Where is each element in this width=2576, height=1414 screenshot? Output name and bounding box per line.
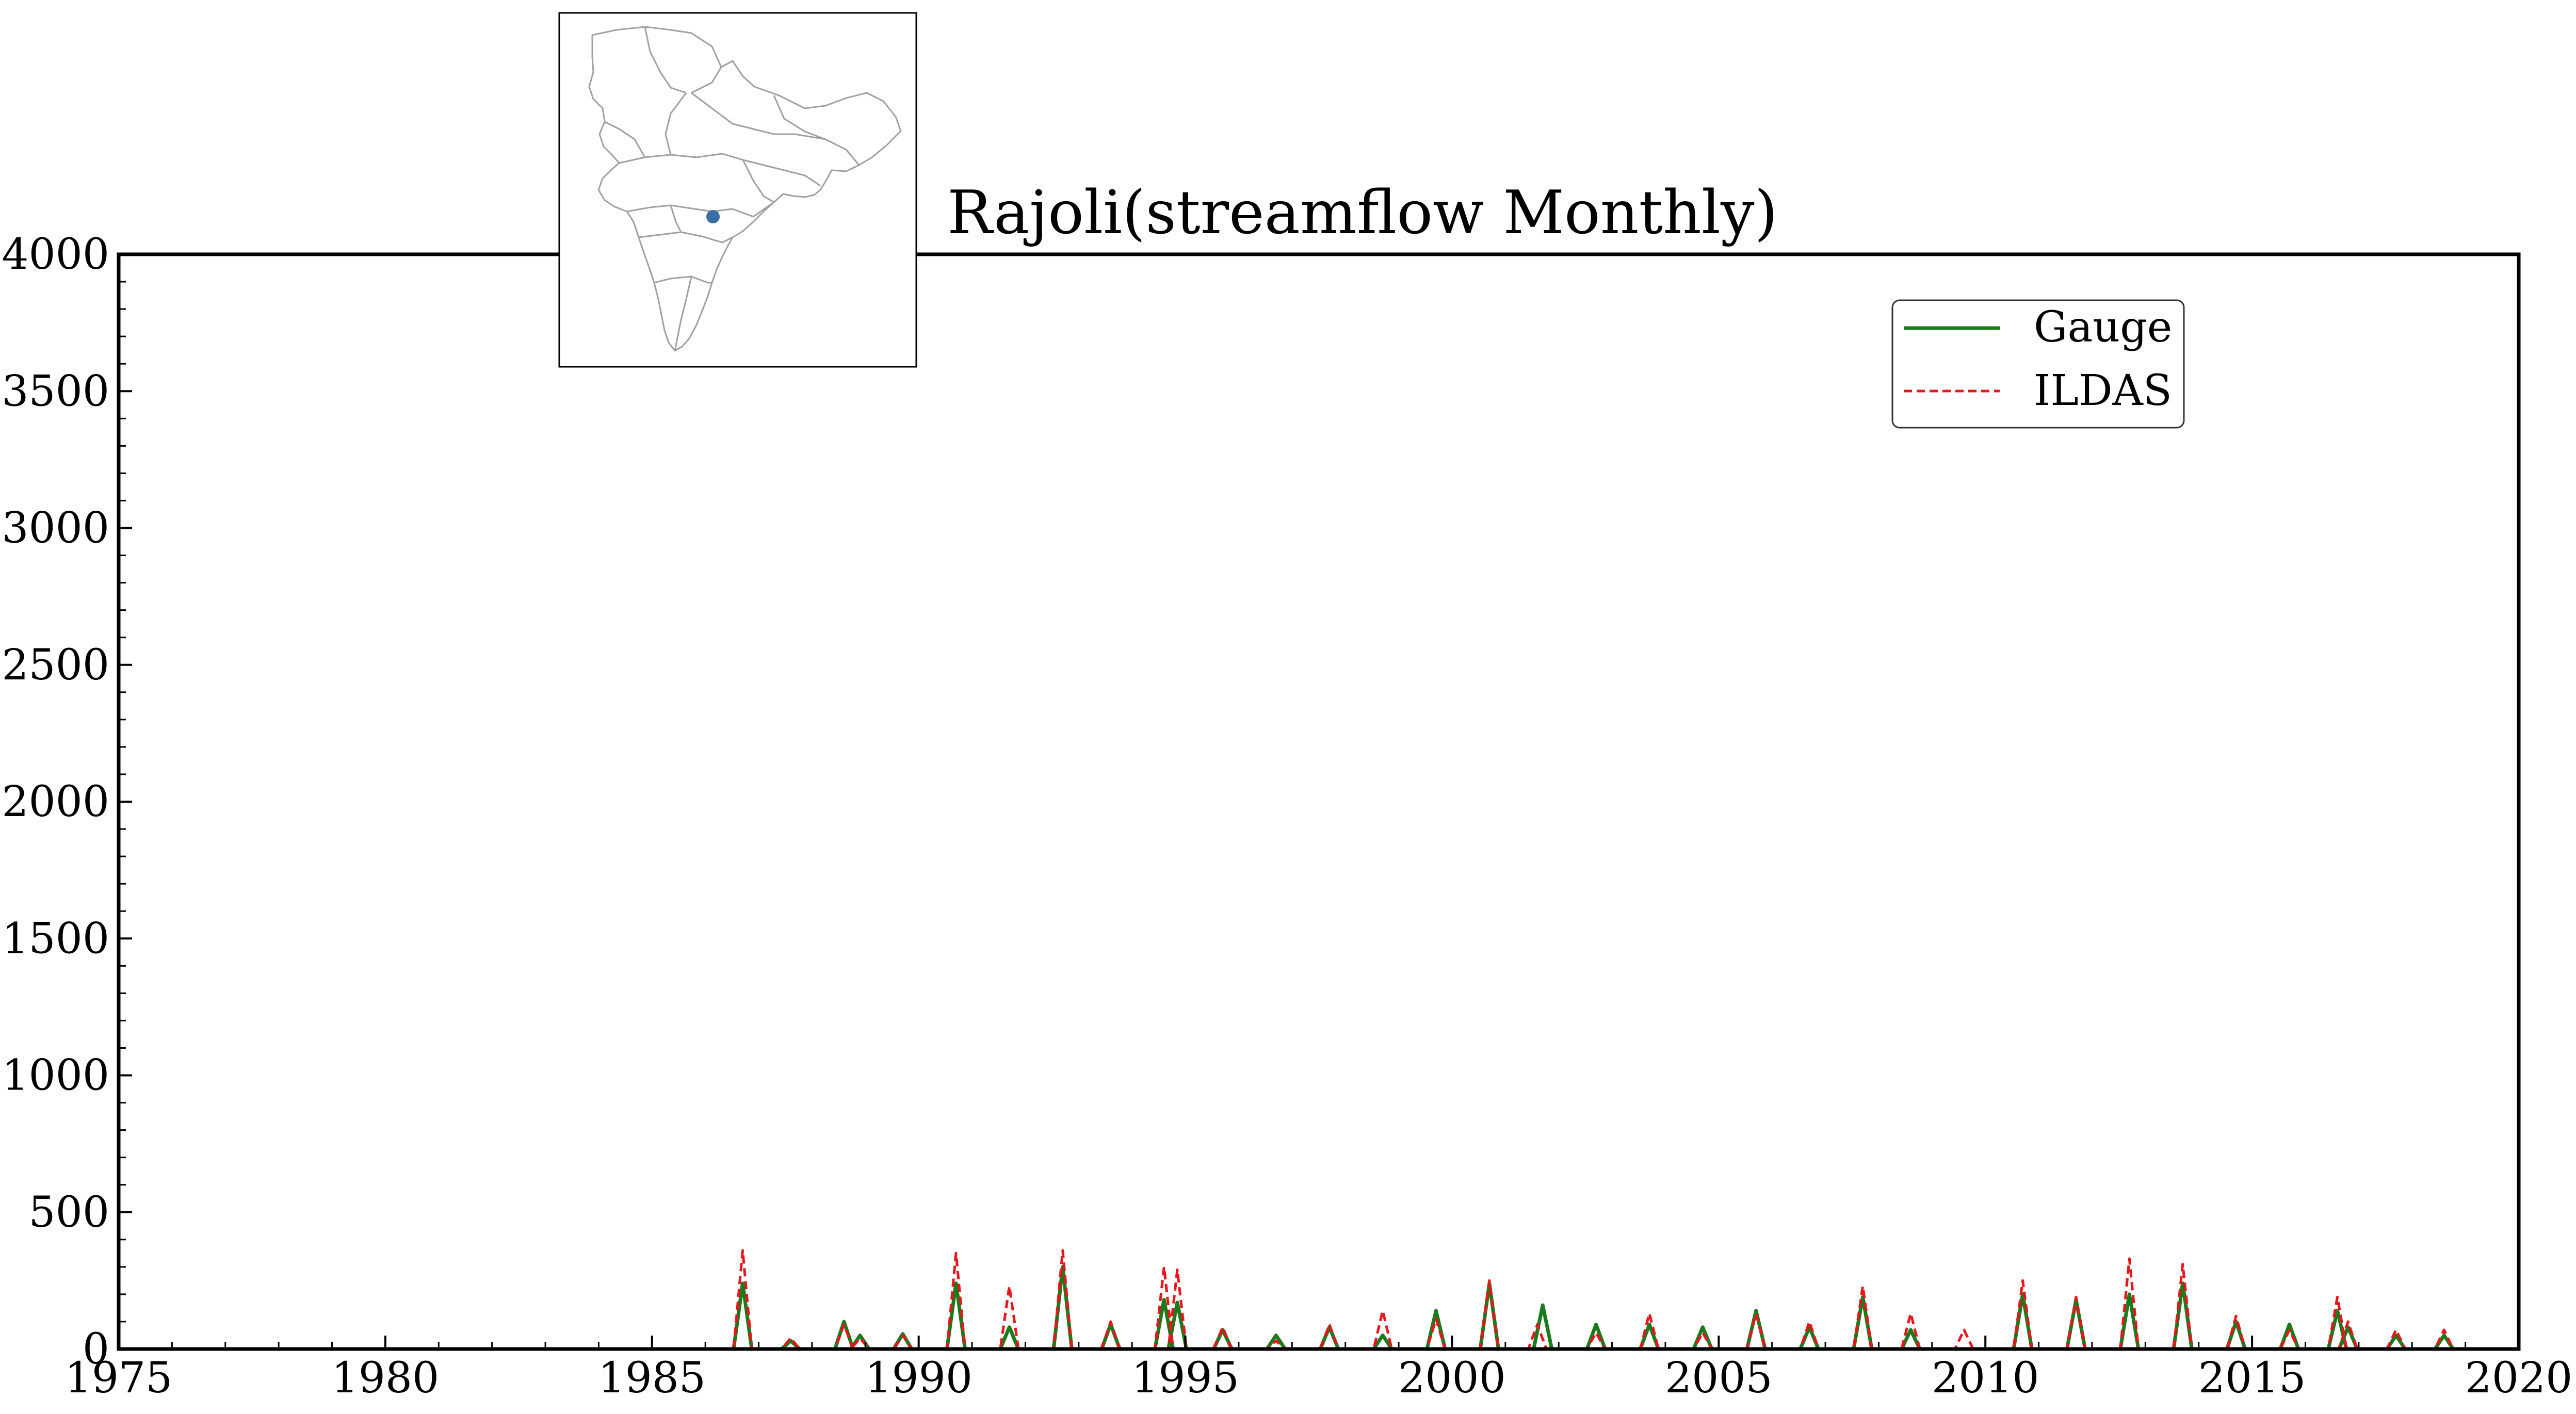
chart-title: Rajoli(streamflow Monthly) <box>947 178 1778 248</box>
series-line-gauge <box>721 1265 2460 1351</box>
x-tick-label: 1980 <box>332 1354 440 1403</box>
y-tick-label: 0 <box>83 1325 109 1374</box>
y-tick-label: 1000 <box>2 1051 109 1100</box>
y-tick-label: 3000 <box>2 504 109 553</box>
x-tick-label: 2015 <box>2198 1354 2306 1403</box>
legend-box <box>1891 299 2185 429</box>
inset-location-map <box>558 12 917 368</box>
y-tick-label: 2000 <box>2 777 109 826</box>
legend: Gauge ILDAS <box>1891 299 2185 429</box>
legend-label-ildas: ILDAS <box>2034 366 2172 415</box>
x-tick-label: 2000 <box>1398 1354 1506 1403</box>
plot-frame <box>117 252 2521 1351</box>
y-tick-label: 1500 <box>2 914 109 963</box>
x-tick-label: 1985 <box>598 1354 706 1403</box>
x-tick-label: 1995 <box>1131 1354 1239 1403</box>
y-tick-label: 2500 <box>2 641 109 690</box>
ticks-layer: 1975 1980 1985 1990 1995 2000 2005 2010 2015 2020… <box>2 230 2572 1403</box>
subcontinent-basin-outlines <box>588 26 902 352</box>
station-marker <box>706 210 720 223</box>
x-tick-label: 2020 <box>2465 1354 2573 1403</box>
x-tick-label: 2005 <box>1665 1354 1773 1403</box>
x-tick-label: 1975 <box>65 1354 173 1403</box>
legend-label-gauge: Gauge <box>2034 303 2172 352</box>
series-layer <box>721 1249 2460 1351</box>
x-tick-label: 2010 <box>1932 1354 2039 1403</box>
x-tick-label: 1990 <box>865 1354 973 1403</box>
y-tick-label: 4000 <box>2 230 109 279</box>
y-tick-label: 500 <box>28 1188 109 1237</box>
y-tick-label: 3500 <box>2 367 109 416</box>
